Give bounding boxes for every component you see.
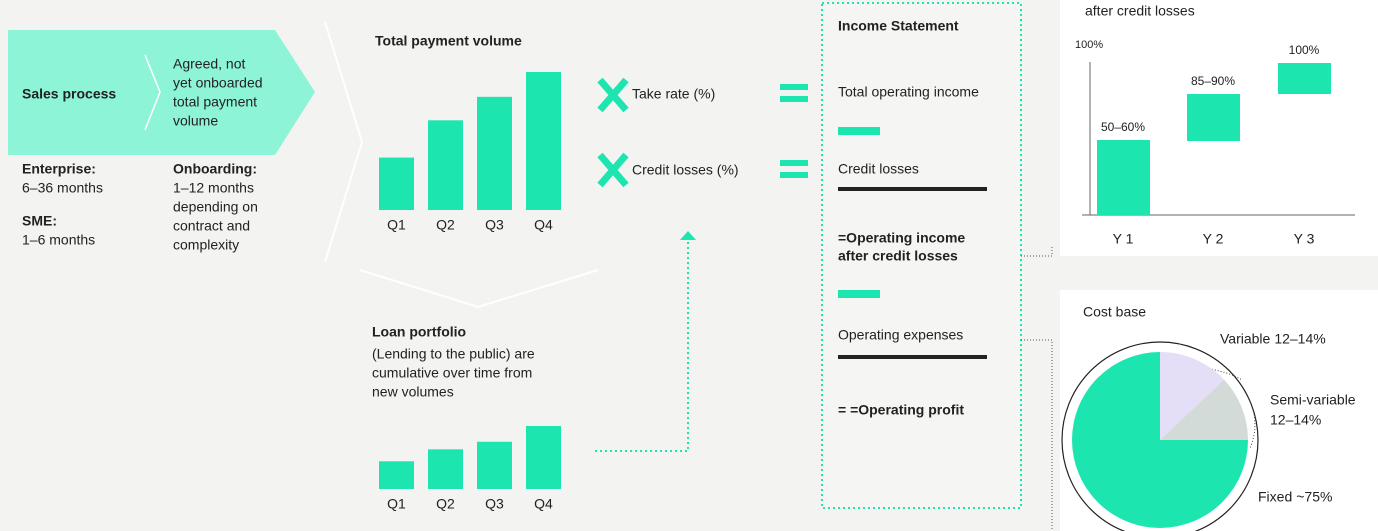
label: complexity [173,237,239,253]
title: after credit losses [1085,3,1195,19]
x-tick-label: Y 2 [1203,231,1224,247]
title: Total payment volume [375,33,522,49]
title: Loan portfolio [372,324,466,340]
bar [477,96,512,210]
x-sign [597,77,629,188]
x-tick-label: Q4 [534,496,553,512]
chevron [144,54,161,131]
label: contract and [173,218,250,234]
bar [526,426,561,489]
down-chevron [359,269,599,309]
slice-name: Variable [1220,331,1271,347]
eq [780,84,808,90]
eq [780,172,808,178]
x-tick-label: Q3 [485,217,504,233]
label: total payment [173,94,257,110]
label: Take rate (%) [632,86,715,102]
label: =Operating income [838,230,965,246]
bar [379,461,414,489]
rule [838,355,987,359]
x-tick-label: Q4 [534,217,553,233]
range-bar [1278,63,1331,94]
cycle-ring [1061,341,1259,531]
minus [838,290,880,298]
label: yet onboarded [173,75,263,91]
eq [780,160,808,166]
label: Operating expenses [838,327,963,343]
title: Income Statement [838,18,959,34]
x-tick-label: Y 1 [1113,231,1134,247]
x-tick-label: Q1 [387,217,406,233]
bar [428,449,463,489]
x-tick-label: Y 3 [1294,231,1315,247]
label: depending on [173,199,258,215]
pie-slice [1072,352,1248,528]
label: Total operating income [838,84,979,100]
equals-signs [780,84,880,298]
pie-slice [1160,379,1248,440]
big-chevron [324,21,364,263]
label: Sales process [22,86,116,102]
range-bar [1097,140,1150,215]
arrow-head [680,231,696,240]
bar [526,72,561,210]
x-tick-label: Q3 [485,496,504,512]
label: Agreed, not [173,56,245,72]
slice-label: ~75% [1296,489,1332,505]
value-label: 50–60% [1101,120,1145,134]
label: = =Operating profit [838,402,964,418]
slice-name: Fixed [1258,489,1292,505]
bar [477,441,512,489]
label: 1–12 months [173,180,254,196]
slice-name: Semi-variable [1270,392,1356,408]
label: 6–36 months [22,180,103,196]
slice-label: 12–14% [1270,412,1321,428]
pie-slice [1160,352,1225,440]
rule [838,187,987,191]
value-label: 100% [1289,43,1320,57]
range-bar [1187,94,1240,141]
title: Cost base [1083,304,1146,320]
slice-label: 12–14% [1274,331,1325,347]
x-tick-label: Q1 [387,496,406,512]
label: volume [173,113,218,129]
label: Onboarding: [173,161,257,177]
eq [780,96,808,102]
income-box [821,2,1022,509]
value-label: 85–90% [1191,74,1235,88]
bar [428,120,463,210]
x-tick-label: Q2 [436,496,455,512]
connector [595,242,689,452]
x-tick-label: Q2 [436,217,455,233]
label: 1–6 months [22,232,95,248]
label: cumulative over time from [372,365,532,381]
label: new volumes [372,384,454,400]
connector [1021,245,1053,257]
label: (Lending to the public) are [372,346,535,362]
axis-label: 100% [1075,39,1103,51]
label: Enterprise: [22,161,96,177]
sales-banner [8,30,315,155]
label: SME: [22,213,57,229]
bar [379,157,414,210]
label: Credit losses [838,161,919,177]
minus [838,127,880,135]
multiply-signs [597,77,629,188]
label: after credit losses [838,248,958,264]
connector [1021,339,1053,531]
label: Credit losses (%) [632,162,739,178]
